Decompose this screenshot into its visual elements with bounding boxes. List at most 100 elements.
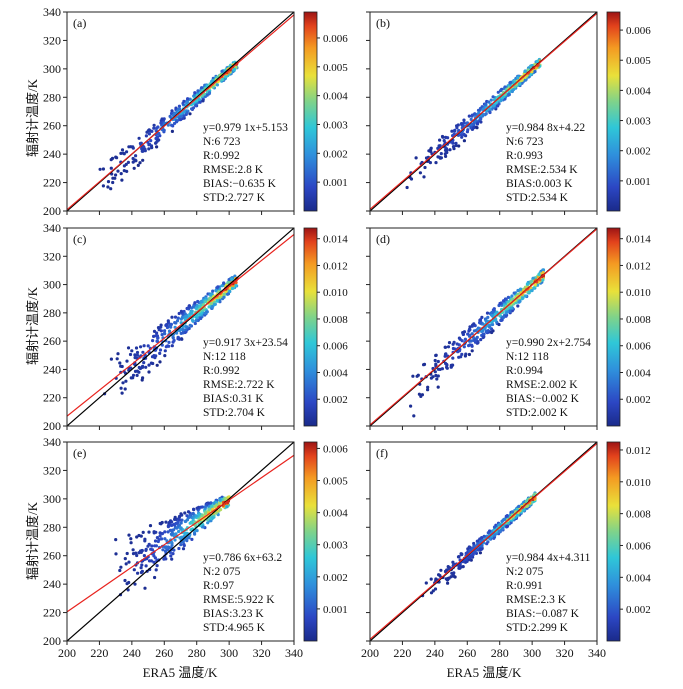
scatter-point (446, 577, 450, 582)
scatter-point (530, 289, 534, 293)
scatter-point (172, 548, 176, 552)
scatter-point (509, 306, 513, 310)
scatter-point (180, 518, 184, 522)
scatter-point (139, 570, 143, 575)
stat-text: BIAS:−0.635 K (203, 178, 277, 190)
scatter-point (128, 352, 133, 357)
scatter-point (450, 129, 454, 133)
scatter-point (214, 511, 218, 515)
scatter-point (144, 365, 148, 369)
scatter-point (139, 141, 143, 145)
colorbar-tick-label: 0.002 (323, 394, 348, 406)
scatter-point (199, 300, 203, 304)
x-tick-label: 280 (491, 646, 509, 660)
scatter-point (143, 539, 147, 543)
scatter-point (513, 85, 517, 89)
scatter-point (185, 514, 189, 518)
scatter-point (218, 299, 222, 303)
scatter-point (227, 278, 231, 282)
scatter-point (517, 82, 521, 86)
scatter-point (222, 281, 226, 285)
scatter-point (111, 180, 115, 185)
scatter-point (166, 344, 170, 348)
scatter-point (439, 152, 443, 156)
stat-text: STD:2.704 K (203, 407, 266, 419)
scatter-point (165, 548, 169, 552)
scatter-point (467, 114, 471, 118)
scatter-point (416, 373, 420, 377)
stat-text: y=0.979 1x+5.153 (203, 122, 288, 134)
stat-text: N:6 723 (506, 136, 544, 148)
scatter-point (523, 69, 527, 74)
scatter-point (134, 551, 138, 555)
scatter-point (190, 310, 194, 314)
scatter-point (181, 547, 186, 551)
scatter-point (141, 530, 145, 535)
scatter-point (183, 511, 187, 515)
scatter-point (495, 310, 499, 314)
colorbar-tick-label: 0.002 (323, 572, 348, 584)
scatter-point (472, 329, 476, 333)
scatter-point (232, 67, 237, 71)
scatter-point (516, 76, 520, 80)
scatter-point (472, 322, 476, 326)
scatter-point (170, 344, 174, 348)
scatter-point (150, 544, 154, 548)
scatter-point (201, 525, 205, 529)
scatter-point (532, 286, 536, 290)
scatter-point (480, 315, 484, 319)
scatter-point (434, 373, 438, 378)
colorbar (606, 11, 621, 212)
scatter-point (134, 154, 138, 158)
scatter-point (469, 339, 473, 343)
x-tick-label: 240 (426, 646, 444, 660)
scatter-point (176, 316, 180, 320)
scatter-point (118, 361, 122, 365)
scatter-point (537, 272, 541, 276)
colorbar-tick-label: 0.005 (323, 62, 348, 74)
x-tick-label: 300 (220, 646, 238, 660)
stat-text: y=0.984 8x+4.22 (506, 122, 585, 134)
stat-text: R:0.993 (506, 150, 543, 162)
scatter-point (198, 100, 202, 104)
scatter-point (142, 361, 146, 365)
colorbar-tick-label: 0.004 (626, 572, 651, 584)
scatter-point (501, 315, 506, 319)
scatter-point (163, 329, 167, 333)
scatter-point (489, 98, 493, 102)
scatter-point (541, 271, 545, 275)
x-tick-label: 200 (58, 646, 76, 660)
scatter-point (436, 374, 440, 378)
scatter-point (153, 556, 157, 560)
stat-text: BIAS:−0.087 K (506, 608, 580, 620)
scatter-point (144, 548, 148, 553)
colorbar-tick-label: 0.010 (626, 287, 651, 299)
scatter-point (535, 59, 539, 64)
plot-frame (369, 227, 598, 427)
scatter-point (193, 93, 197, 97)
scatter-point (469, 554, 473, 559)
scatter-point (196, 89, 200, 93)
scatter-point (177, 311, 181, 316)
scatter-point (445, 362, 449, 367)
scatter-point (450, 363, 454, 368)
scatter-point (433, 370, 437, 374)
scatter-point (492, 103, 496, 107)
scatter-point (475, 122, 480, 126)
scatter-point (119, 151, 123, 155)
y-axis-label-top: 辐射计温度/K (25, 78, 40, 157)
scatter-point (137, 136, 141, 140)
scatter-point (150, 146, 154, 150)
scatter-point (126, 588, 130, 592)
colorbar-tick-label: 0.008 (626, 509, 651, 521)
colorbar-tick-label: 0.004 (626, 367, 651, 379)
panel-label: (a) (73, 16, 86, 30)
y-axis-label-bottom: 辐射计温度/K (25, 501, 40, 580)
scatter-point (178, 536, 182, 540)
scatter-point (114, 538, 118, 542)
scatter-point (121, 381, 125, 385)
scatter-point (418, 171, 422, 175)
scatter-point (189, 528, 193, 532)
scatter-point (470, 113, 474, 117)
scatter-point (184, 314, 188, 318)
